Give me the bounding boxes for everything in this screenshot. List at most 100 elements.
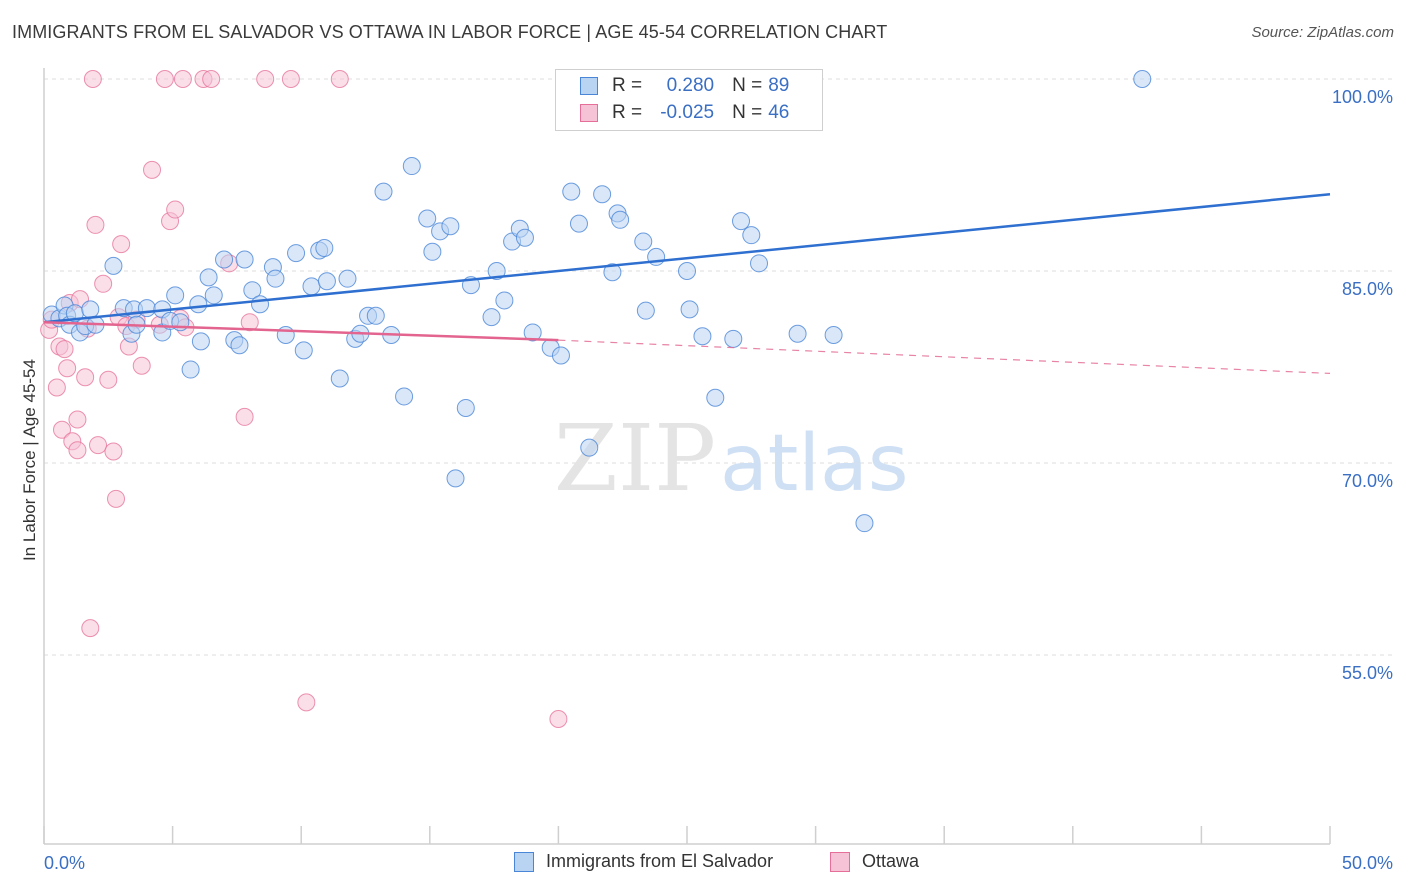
y-tick-label: 70.0%	[1342, 471, 1393, 491]
ottawa-point	[240, 313, 259, 332]
ottawa-point	[166, 200, 185, 219]
el-salvador-point	[732, 212, 751, 231]
ottawa-point	[83, 70, 102, 88]
el-salvador-points	[42, 70, 1152, 533]
legend-swatch-pink	[580, 104, 598, 122]
el-salvador-point	[338, 269, 357, 288]
bottom-legend-el-salvador: Immigrants from El Salvador	[514, 851, 773, 872]
bottom-legend-swatch-pink	[830, 851, 850, 872]
y-tick-label: 85.0%	[1342, 279, 1393, 299]
el-salvador-point	[418, 209, 437, 228]
el-salvador-point	[204, 286, 223, 305]
el-salvador-point	[593, 185, 612, 204]
ottawa-trend-extension	[558, 339, 1331, 374]
ottawa-point	[68, 410, 87, 429]
ottawa-point	[89, 436, 108, 455]
ottawa-point	[202, 70, 221, 88]
chart-title: IMMIGRANTS FROM EL SALVADOR VS OTTAWA IN…	[12, 22, 888, 42]
ottawa-point	[281, 70, 300, 88]
el-salvador-point	[446, 469, 465, 488]
el-salvador-point	[191, 332, 210, 351]
ottawa-point	[173, 70, 192, 88]
ottawa-point	[132, 356, 151, 375]
el-salvador-point	[230, 336, 249, 355]
legend-r-label: R =	[612, 102, 643, 123]
el-salvador-point	[788, 324, 807, 343]
ottawa-point	[297, 693, 316, 712]
el-salvador-point	[693, 327, 712, 346]
ottawa-point	[155, 70, 174, 88]
el-salvador-point	[287, 244, 306, 263]
el-salvador-point	[266, 269, 285, 288]
axes	[43, 68, 1331, 845]
el-salvador-point	[603, 263, 622, 282]
el-salvador-point	[374, 182, 393, 201]
ottawa-point	[107, 489, 126, 508]
el-salvador-point	[402, 157, 421, 176]
ottawa-trend-line	[43, 320, 559, 342]
el-salvador-point	[235, 250, 254, 269]
legend-row-ottawa: R = -0.025 N = 46	[580, 100, 789, 126]
el-salvador-point	[215, 250, 234, 269]
el-salvador-point	[569, 214, 588, 233]
ottawa-point	[549, 710, 568, 728]
ottawa-point	[76, 368, 95, 387]
ottawa-point	[58, 359, 77, 378]
el-salvador-point	[276, 326, 295, 344]
el-salvador-point	[137, 299, 156, 318]
source-credit: Source: ZipAtlas.com	[1251, 24, 1394, 41]
el-salvador-point	[330, 369, 349, 388]
el-salvador-point	[523, 323, 542, 342]
el-salvador-point	[181, 360, 200, 379]
el-salvador-point	[456, 398, 475, 417]
el-salvador-point	[580, 438, 599, 457]
watermark: ZIP atlas	[554, 405, 909, 512]
legend-r-value: -0.025	[660, 102, 715, 123]
el-salvador-point	[366, 306, 385, 325]
el-salvador-point	[166, 286, 185, 305]
ottawa-point	[68, 441, 87, 460]
el-salvador-point	[680, 300, 699, 319]
el-salvador-point	[104, 256, 123, 275]
legend-n-value: 89	[768, 75, 790, 96]
el-salvador-point	[824, 326, 843, 344]
grid-lines	[44, 78, 1392, 656]
el-salvador-point	[750, 254, 769, 273]
bottom-legend: Immigrants from El Salvador Ottawa	[0, 851, 1406, 877]
el-salvador-point	[189, 295, 208, 314]
tick-labels: 100.0% 85.0% 70.0% 55.0% 0.0% 50.0%	[44, 87, 1393, 873]
el-salvador-point	[251, 295, 270, 314]
ottawa-point	[99, 370, 118, 389]
el-salvador-point	[495, 291, 514, 310]
el-salvador-point	[855, 514, 874, 533]
el-salvador-point	[634, 232, 653, 251]
ottawa-point	[55, 340, 74, 359]
y-tick-label: 55.0%	[1342, 663, 1393, 683]
el-salvador-point	[678, 262, 696, 280]
el-salvador-point	[562, 182, 581, 201]
el-salvador-point	[1133, 70, 1152, 88]
el-salvador-point	[636, 301, 655, 320]
x-tick-label: 0.0%	[44, 853, 85, 873]
stats-legend: R = 0.280 N = 89 R = -0.025 N = 46	[555, 69, 823, 131]
ottawa-point	[86, 215, 105, 234]
el-salvador-point	[294, 341, 313, 360]
el-salvador-point	[487, 262, 506, 280]
legend-row-el-salvador: R = 0.280 N = 89	[580, 73, 789, 99]
ottawa-points	[40, 70, 568, 728]
ottawa-point	[330, 70, 349, 88]
bottom-legend-swatch-blue	[514, 851, 534, 872]
watermark-zip: ZIP	[554, 405, 716, 512]
el-salvador-point	[395, 387, 414, 406]
ottawa-point	[47, 378, 66, 397]
legend-r-label: R =	[612, 75, 643, 96]
el-salvador-trend-line	[43, 192, 1331, 324]
el-salvador-point	[515, 228, 534, 247]
el-salvador-point	[706, 388, 725, 407]
ottawa-point	[256, 70, 275, 88]
x-tick-label: 50.0%	[1342, 853, 1393, 873]
el-salvador-point	[551, 346, 570, 365]
legend-swatch-blue	[580, 77, 598, 95]
legend-r-value: 0.280	[666, 75, 715, 96]
